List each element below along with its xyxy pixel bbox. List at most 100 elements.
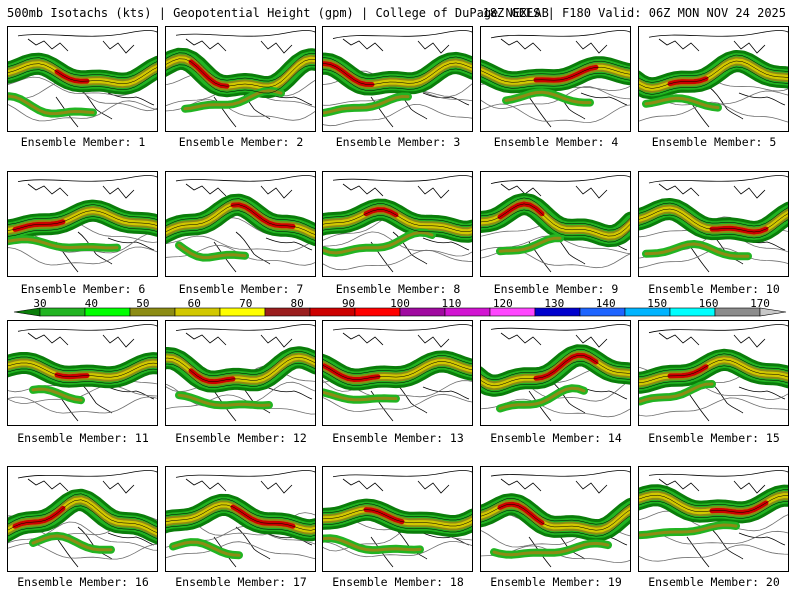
isotach-lines xyxy=(166,350,315,388)
jet-stream-isotachs xyxy=(166,193,315,262)
ensemble-panel-20 xyxy=(638,466,789,572)
isotach-lines xyxy=(8,493,157,539)
ensemble-panel-8 xyxy=(322,171,473,277)
coastline-outline xyxy=(17,30,157,128)
isotach-map xyxy=(323,175,472,273)
panel-caption: Ensemble Member: 10 xyxy=(648,282,780,296)
ensemble-panel-17 xyxy=(165,466,316,572)
isotach-map xyxy=(323,470,472,568)
isotach-map xyxy=(166,324,315,422)
panel-caption: Ensemble Member: 16 xyxy=(17,575,149,589)
ensemble-panel-12 xyxy=(165,320,316,426)
chart-title: 500mb Isotachs (kts) | Geopotential Heig… xyxy=(7,6,549,20)
panel-caption: Ensemble Member: 1 xyxy=(20,135,146,149)
colorbar-tick-label: 70 xyxy=(239,297,253,310)
ensemble-panel-4 xyxy=(480,26,631,132)
panel-caption: Ensemble Member: 2 xyxy=(178,135,304,149)
panel-caption: Ensemble Member: 19 xyxy=(490,575,622,589)
coastline-outline xyxy=(490,324,630,422)
jet-stream-isotachs xyxy=(323,350,472,404)
colorbar-tick-label: 90 xyxy=(341,297,356,310)
isotach-map xyxy=(323,30,472,128)
colorbar-tick-label: 160 xyxy=(698,297,719,310)
isotach-map xyxy=(481,470,630,568)
ensemble-panel-13 xyxy=(322,320,473,426)
ensemble-panel-16 xyxy=(7,466,158,572)
colorbar-tick-label: 110 xyxy=(441,297,462,310)
isotach-map xyxy=(639,175,788,273)
jet-stream-isotachs xyxy=(166,493,315,560)
panel-caption: Ensemble Member: 7 xyxy=(178,282,304,296)
isotach-lines xyxy=(639,353,788,390)
jet-stream-isotachs xyxy=(639,348,788,406)
coastline-outline xyxy=(17,175,157,273)
colorbar-tick-label: 130 xyxy=(544,297,565,310)
isotach-lines xyxy=(323,503,472,533)
isotach-lines xyxy=(166,52,315,94)
isotach-lines xyxy=(481,197,630,243)
colorbar-tick-label: 50 xyxy=(136,297,150,310)
ensemble-panel-1 xyxy=(7,26,158,132)
ensemble-panel-9 xyxy=(480,171,631,277)
coastline-outline xyxy=(332,30,472,128)
colorbar-tick-label: 30 xyxy=(33,297,47,310)
isotach-map xyxy=(166,470,315,568)
isotach-lines xyxy=(323,203,472,238)
jet-stream-isotachs xyxy=(639,484,788,540)
isotach-lines xyxy=(323,56,472,91)
isotach-map xyxy=(8,470,157,568)
isotach-map xyxy=(8,30,157,128)
jet-stream-isotachs xyxy=(323,498,472,555)
panel-caption: Ensemble Member: 4 xyxy=(493,135,619,149)
colorbar-tick-label: 120 xyxy=(492,297,513,310)
colorbar xyxy=(13,307,787,317)
coastline-outline xyxy=(17,470,157,568)
panel-caption: Ensemble Member: 14 xyxy=(490,431,622,445)
isotach-map xyxy=(8,175,157,273)
isotach-lines xyxy=(8,204,157,237)
isotach-map xyxy=(639,324,788,422)
panel-caption: Ensemble Member: 15 xyxy=(648,431,780,445)
isotach-lines xyxy=(481,349,630,393)
isotach-map xyxy=(639,470,788,568)
ensemble-panel-15 xyxy=(638,320,789,426)
panel-caption: Ensemble Member: 6 xyxy=(20,282,146,296)
isotach-map xyxy=(481,175,630,273)
isotach-lines xyxy=(639,488,788,519)
run-valid-time: 18Z GEFS | F180 Valid: 06Z MON NOV 24 20… xyxy=(482,6,786,20)
panel-caption: Ensemble Member: 20 xyxy=(648,575,780,589)
jet-stream-isotachs xyxy=(8,52,157,118)
panel-caption: Ensemble Member: 5 xyxy=(651,135,777,149)
coastline-outline xyxy=(332,324,472,422)
coastline-outline xyxy=(648,324,788,422)
ensemble-panel-11 xyxy=(7,320,158,426)
colorbar-tick-label: 170 xyxy=(750,297,770,310)
isotach-lines xyxy=(8,57,157,90)
colorbar-tick-label: 100 xyxy=(390,297,410,310)
isotach-lines xyxy=(166,198,315,241)
jet-stream-isotachs xyxy=(481,192,630,256)
panel-caption: Ensemble Member: 17 xyxy=(175,575,307,589)
isotach-map xyxy=(166,30,315,128)
ensemble-panel-7 xyxy=(165,171,316,277)
colorbar-tick-label: 40 xyxy=(84,297,99,310)
ensemble-panel-5 xyxy=(638,26,789,132)
isotach-map xyxy=(323,324,472,422)
colorbar-tick-label: 140 xyxy=(595,297,616,310)
ensemble-panel-14 xyxy=(480,320,631,426)
colorbar-tick-label: 150 xyxy=(647,297,668,310)
jet-stream-isotachs xyxy=(323,51,472,117)
isotach-map xyxy=(8,324,157,422)
isotach-lines xyxy=(166,498,315,537)
isotach-lines xyxy=(639,202,788,239)
panel-caption: Ensemble Member: 8 xyxy=(335,282,461,296)
isotach-lines xyxy=(481,497,630,537)
panel-caption: Ensemble Member: 9 xyxy=(493,282,619,296)
panel-caption: Ensemble Member: 13 xyxy=(332,431,464,445)
jet-stream-isotachs xyxy=(481,344,630,413)
isotach-lines xyxy=(323,355,472,386)
coastline-outline xyxy=(490,30,630,128)
colorbar-tick-label: 60 xyxy=(187,297,201,310)
isotach-map xyxy=(481,30,630,128)
jet-stream-isotachs xyxy=(8,488,157,554)
